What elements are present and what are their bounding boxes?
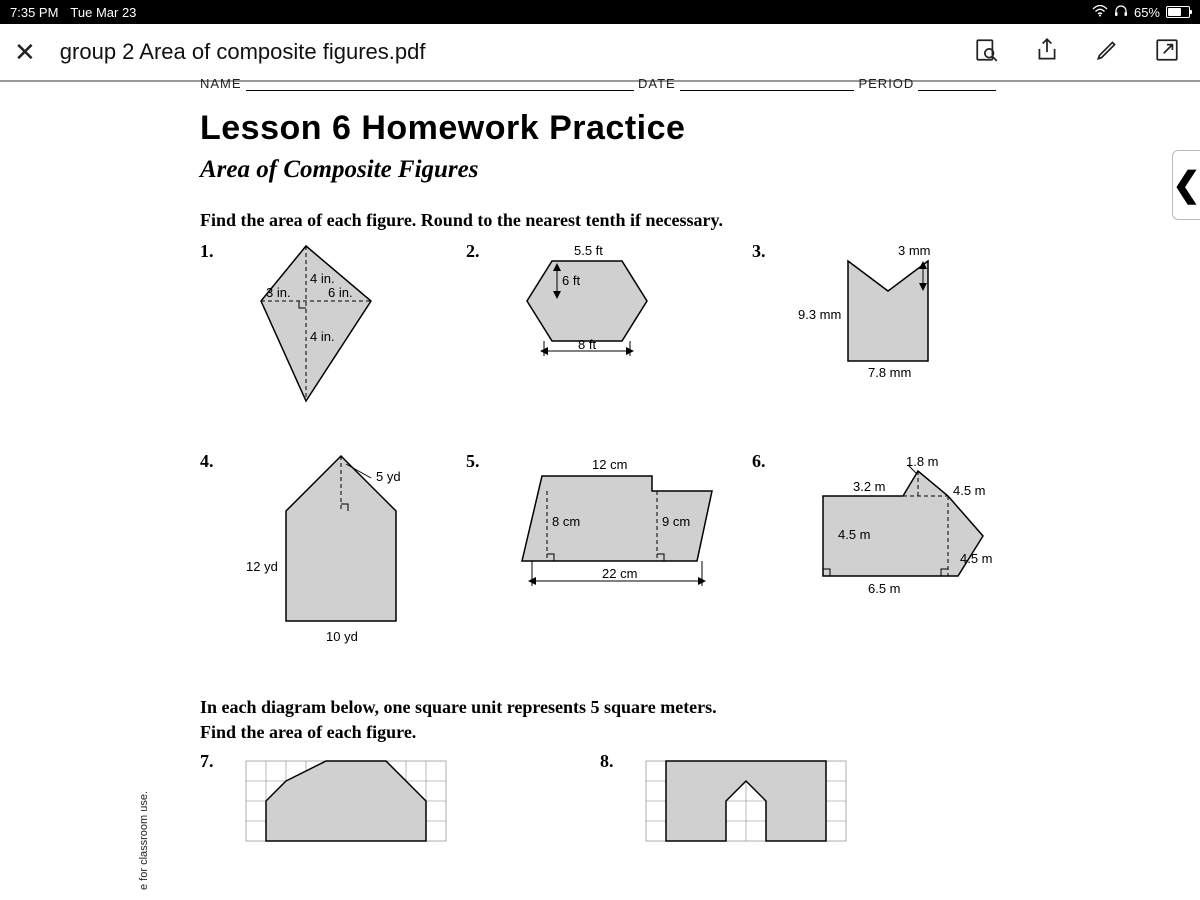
document-title: group 2 Area of composite figures.pdf: [60, 39, 950, 65]
p3-label-b: 9.3 mm: [798, 307, 841, 322]
p3-label-c: 7.8 mm: [868, 365, 911, 380]
open-in-icon[interactable]: [1154, 37, 1180, 68]
p6-label-e: 4.5 m: [960, 551, 993, 566]
problem-7-num: 7.: [200, 751, 214, 772]
markup-icon[interactable]: [1094, 37, 1120, 68]
problem-7: 7.: [200, 751, 600, 851]
p6-label-b: 3.2 m: [853, 479, 886, 494]
p4-label-b: 12 yd: [246, 559, 278, 574]
p6-label-a: 1.8 m: [906, 454, 939, 469]
p5-label-b: 8 cm: [552, 514, 580, 529]
p1-label-d: 4 in.: [310, 329, 335, 344]
p6-label-f: 6.5 m: [868, 581, 901, 596]
instruction-1: Find the area of each figure. Round to t…: [200, 210, 1000, 231]
problem-3-num: 3.: [752, 241, 766, 262]
header-date-label: DATE: [638, 76, 676, 91]
headphones-icon: [1114, 4, 1128, 21]
ipad-status-bar: 7:35 PM Tue Mar 23 65%: [0, 0, 1200, 24]
search-icon[interactable]: [974, 37, 1000, 68]
problem-3: 3. 3 mm 9.3 mm 7.8 mm: [752, 241, 1018, 411]
p6-label-d: 4.5 m: [838, 527, 871, 542]
p1-label-b: 3 in.: [266, 285, 291, 300]
problem-4: 4. 5 yd 12 yd 10 yd: [200, 451, 456, 651]
p3-label-a: 3 mm: [898, 243, 931, 258]
lesson-title: Lesson 6 Homework Practice: [200, 109, 1000, 148]
status-time: 7:35 PM: [10, 5, 58, 20]
battery-pct: 65%: [1134, 5, 1160, 20]
problem-6: 6. 1.8 m 3.2 m 4.5 m 4.5 m 4.5 m 6.5 m: [752, 451, 1018, 651]
problem-5-num: 5.: [466, 451, 480, 472]
problem-5: 5. 12 cm 8 cm 9 cm 22 cm: [466, 451, 742, 651]
p5-label-a: 12 cm: [592, 457, 627, 472]
p6-label-c: 4.5 m: [953, 483, 986, 498]
margin-text: e for classroom use.: [138, 791, 150, 890]
problem-8: 8.: [600, 751, 1000, 851]
close-icon[interactable]: ✕: [14, 37, 36, 68]
lesson-subtitle: Area of Composite Figures: [200, 156, 1000, 184]
pdf-titlebar: ✕ group 2 Area of composite figures.pdf: [0, 24, 1200, 80]
p2-label-a: 5.5 ft: [574, 243, 603, 258]
p2-label-b: 6 ft: [562, 273, 580, 288]
share-icon[interactable]: [1034, 37, 1060, 68]
problem-8-num: 8.: [600, 751, 614, 772]
p5-label-c: 9 cm: [662, 514, 690, 529]
worksheet-header: NAME DATE PERIOD: [200, 76, 1000, 91]
p1-label-c: 6 in.: [328, 285, 353, 300]
instruction-2: In each diagram below, one square unit r…: [200, 695, 1000, 745]
p4-label-c: 10 yd: [326, 629, 358, 644]
problem-4-num: 4.: [200, 451, 214, 472]
battery-icon: [1166, 6, 1190, 18]
wifi-icon: [1092, 5, 1108, 20]
problem-1-num: 1.: [200, 241, 214, 262]
status-date: Tue Mar 23: [70, 5, 136, 20]
problem-2-num: 2.: [466, 241, 480, 262]
header-name-label: NAME: [200, 76, 242, 91]
p4-label-a: 5 yd: [376, 469, 401, 484]
p1-label-a: 4 in.: [310, 271, 335, 286]
problem-2: 2. 5.5 ft 6 ft 8 ft: [466, 241, 742, 411]
problem-1: 1. 4 in. 3 in. 6 in. 4 in.: [200, 241, 456, 411]
p5-label-d: 22 cm: [602, 566, 637, 581]
header-period-label: PERIOD: [858, 76, 914, 91]
problem-6-num: 6.: [752, 451, 766, 472]
p2-label-c: 8 ft: [578, 337, 596, 352]
